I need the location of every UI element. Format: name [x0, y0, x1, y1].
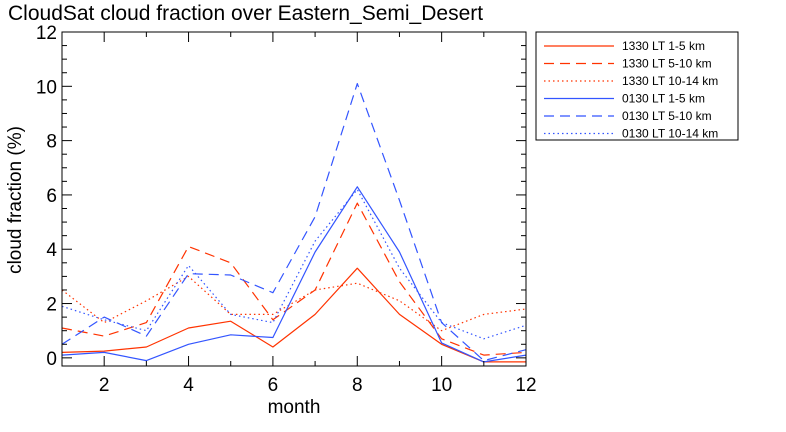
legend-box: [535, 31, 739, 141]
x-axis-label: month: [268, 397, 321, 418]
legend: 1330 LT 1-5 km 1330 LT 5-10 km 1330 LT 10-…: [535, 31, 739, 141]
y-tick-label: 10: [36, 77, 57, 98]
y-tick-label: 2: [46, 295, 57, 316]
x-tick-label: 4: [183, 375, 194, 396]
series-line-2: [61, 202, 527, 356]
series-line-4: [61, 186, 527, 363]
series-line-3: [61, 275, 527, 332]
y-tick-label: 12: [36, 23, 57, 44]
x-tick-label: 8: [352, 375, 363, 396]
series-line-1: [61, 267, 526, 363]
legend-label: 0130 LT 10-14 km: [622, 127, 718, 141]
x-tick-label: 2: [99, 375, 110, 396]
x-tick-label: 6: [268, 375, 279, 396]
x-tick-label: 12: [515, 375, 536, 396]
legend-label: 0130 LT 5-10 km: [622, 109, 712, 123]
y-axis-label: cloud fraction (%): [5, 126, 26, 274]
axes-layer: 2 4 6 8 10 12 0 2 4 6 8 10 12: [36, 23, 537, 396]
legend-label: 1330 LT 1-5 km: [622, 39, 705, 53]
plot-frame: [61, 31, 527, 367]
series-line-5: [61, 82, 527, 362]
legend-label: 1330 LT 10-14 km: [622, 74, 718, 88]
y-tick-label: 4: [46, 240, 57, 261]
x-tick-label: 10: [431, 375, 452, 396]
y-tick-label: 8: [46, 132, 57, 153]
series-layer: [61, 82, 527, 363]
legend-label: 1330 LT 5-10 km: [622, 57, 712, 71]
chart-title: CloudSat cloud fraction over Eastern_Sem…: [8, 2, 484, 25]
y-tick-label: 6: [46, 186, 57, 207]
series-line-6: [61, 188, 527, 340]
y-tick-label: 0: [46, 349, 57, 370]
legend-label: 0130 LT 1-5 km: [622, 92, 705, 106]
